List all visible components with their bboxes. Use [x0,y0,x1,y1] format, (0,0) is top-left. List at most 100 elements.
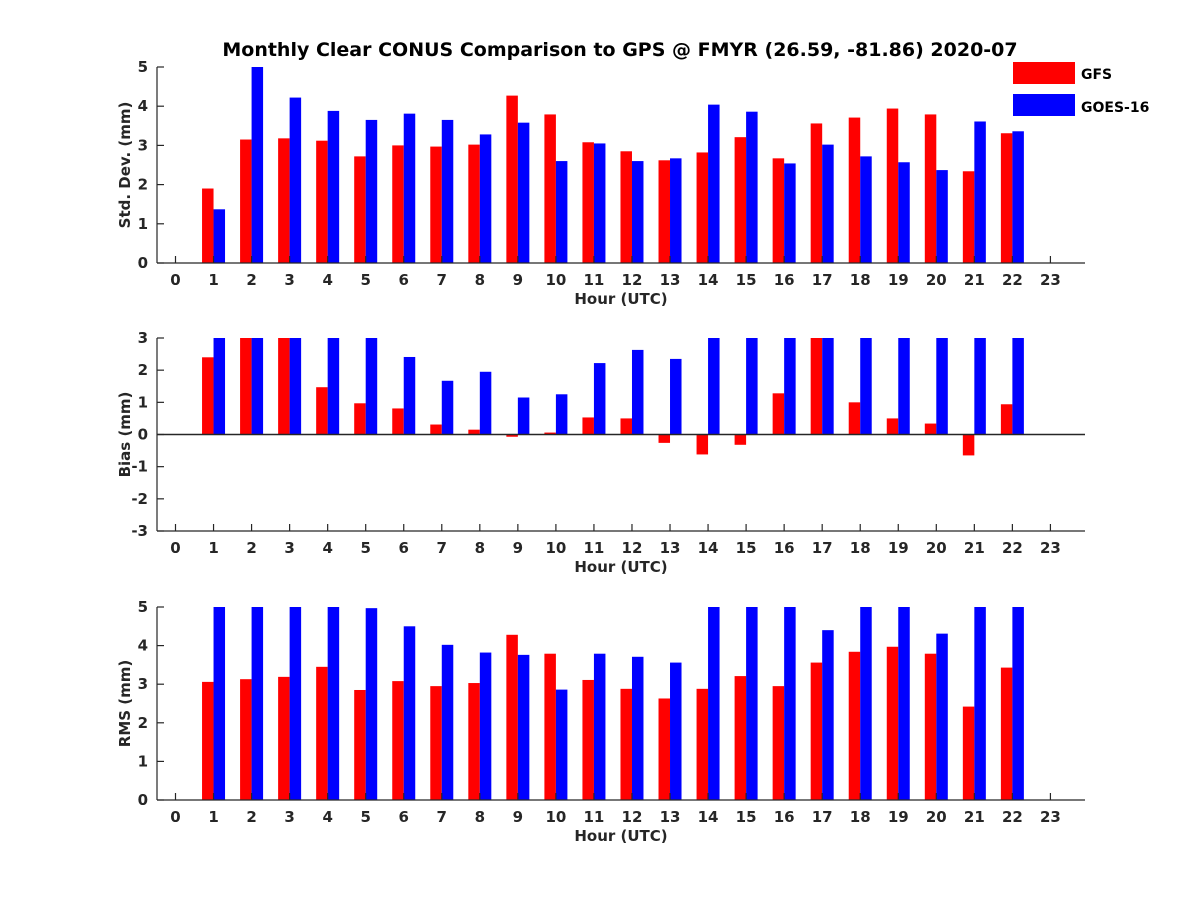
bar-gfs-hour-2 [240,679,252,800]
bar-goes16-hour-13 [670,158,682,263]
bar-gfs-hour-2 [240,139,252,263]
bar-goes16-hour-12 [631,161,644,263]
bar-gfs-hour-4 [316,666,328,800]
bar-gfs-hour-19 [886,418,899,435]
x-tick-label: 0 [170,539,180,557]
x-tick-label: 9 [513,539,523,557]
y-tick-label: 2 [138,361,148,379]
bar-goes16-hour-6 [403,113,416,263]
x-tick-label: 1 [208,271,218,289]
x-tick-label: 23 [1040,808,1061,826]
x-tick-label: 23 [1040,539,1061,557]
x-tick-label: 18 [850,271,871,289]
bar-goes16-hour-6 [403,626,416,800]
bar-gfs-hour-15 [734,434,747,445]
x-tick-label: 10 [545,539,566,557]
legend-label-goes16: GOES-16 [1081,100,1149,116]
bar-gfs-hour-11 [582,417,594,435]
x-tick-label: 11 [584,271,605,289]
bar-goes16-hour-5 [365,608,378,800]
bar-goes16-hour-19 [898,162,910,263]
bar-gfs-hour-11 [582,679,594,800]
x-tick-label: 14 [698,808,719,826]
bar-goes16-hour-22 [1012,338,1024,435]
x-tick-label: 5 [360,271,370,289]
bar-gfs-hour-3 [278,338,290,435]
bar-gfs-hour-4 [316,387,328,435]
x-tick-label: 21 [964,808,985,826]
bar-goes16-hour-19 [898,607,910,800]
bar-gfs-hour-3 [278,138,290,263]
bar-goes16-hour-8 [479,652,492,800]
legend-swatch-gfs [1013,62,1075,84]
x-tick-label: 15 [736,539,757,557]
bar-gfs-hour-19 [886,646,899,800]
y-tick-label: 0 [138,254,148,272]
x-tick-label: 6 [399,808,409,826]
y-tick-label: 1 [138,393,148,411]
x-tick-label: 20 [926,808,947,826]
bar-gfs-hour-1 [202,357,214,435]
x-tick-label: 21 [964,271,985,289]
bar-goes16-hour-21 [974,338,986,435]
bar-goes16-hour-14 [708,607,720,800]
bar-goes16-hour-8 [479,371,492,435]
bar-gfs-hour-18 [848,117,861,264]
x-tick-label: 17 [812,808,833,826]
bar-gfs-hour-20 [924,114,937,263]
bar-gfs-hour-8 [468,144,480,263]
bar-gfs-hour-10 [544,432,556,435]
y-tick-label: 3 [138,136,148,154]
y-tick-label: 5 [138,598,148,616]
bar-gfs-hour-16 [772,158,785,263]
y-tick-label: -3 [131,522,148,540]
bar-goes16-hour-5 [365,119,378,263]
bar-goes16-hour-14 [708,104,720,264]
bar-gfs-hour-7 [430,686,442,800]
bar-gfs-hour-9 [506,634,518,800]
legend-swatch-goes16 [1013,94,1075,116]
x-tick-label: 1 [208,539,218,557]
x-tick-label: 13 [660,808,681,826]
x-tick-label: 8 [475,539,485,557]
x-tick-label: 13 [660,539,681,557]
bar-gfs-hour-22 [1000,667,1013,800]
bar-gfs-hour-14 [696,152,709,263]
bar-goes16-hour-11 [593,143,606,263]
bar-gfs-hour-19 [886,108,899,263]
bar-goes16-hour-17 [822,144,834,263]
bar-goes16-hour-1 [213,209,226,263]
x-tick-label: 0 [170,271,180,289]
x-tick-label: 2 [246,539,256,557]
bar-goes16-hour-12 [631,656,644,800]
bar-goes16-hour-21 [974,607,986,800]
y-tick-label: 0 [138,791,148,809]
x-tick-label: 12 [622,808,643,826]
bar-gfs-hour-18 [848,651,861,800]
y-tick-label: 2 [138,176,148,194]
bar-goes16-hour-22 [1012,131,1024,263]
x-tick-label: 12 [622,539,643,557]
x-tick-label: 22 [1002,539,1023,557]
x-tick-label: 20 [926,271,947,289]
x-tick-label: 14 [698,271,719,289]
x-tick-label: 19 [888,271,909,289]
bar-gfs-hour-13 [658,160,671,263]
bar-goes16-hour-7 [441,644,454,800]
bar-gfs-hour-9 [506,434,518,437]
bar-gfs-hour-12 [620,688,632,800]
bar-goes16-hour-7 [441,119,454,263]
bar-gfs-hour-18 [848,402,861,435]
y-tick-label: 1 [138,752,148,770]
bar-gfs-hour-21 [962,706,975,800]
bar-goes16-hour-15 [746,607,758,800]
y-tick-label: 1 [138,215,148,233]
bar-goes16-hour-4 [327,607,340,800]
x-tick-label: 3 [284,539,294,557]
bar-gfs-hour-1 [202,681,214,800]
x-tick-label: 8 [475,808,485,826]
x-tick-label: 0 [170,808,180,826]
